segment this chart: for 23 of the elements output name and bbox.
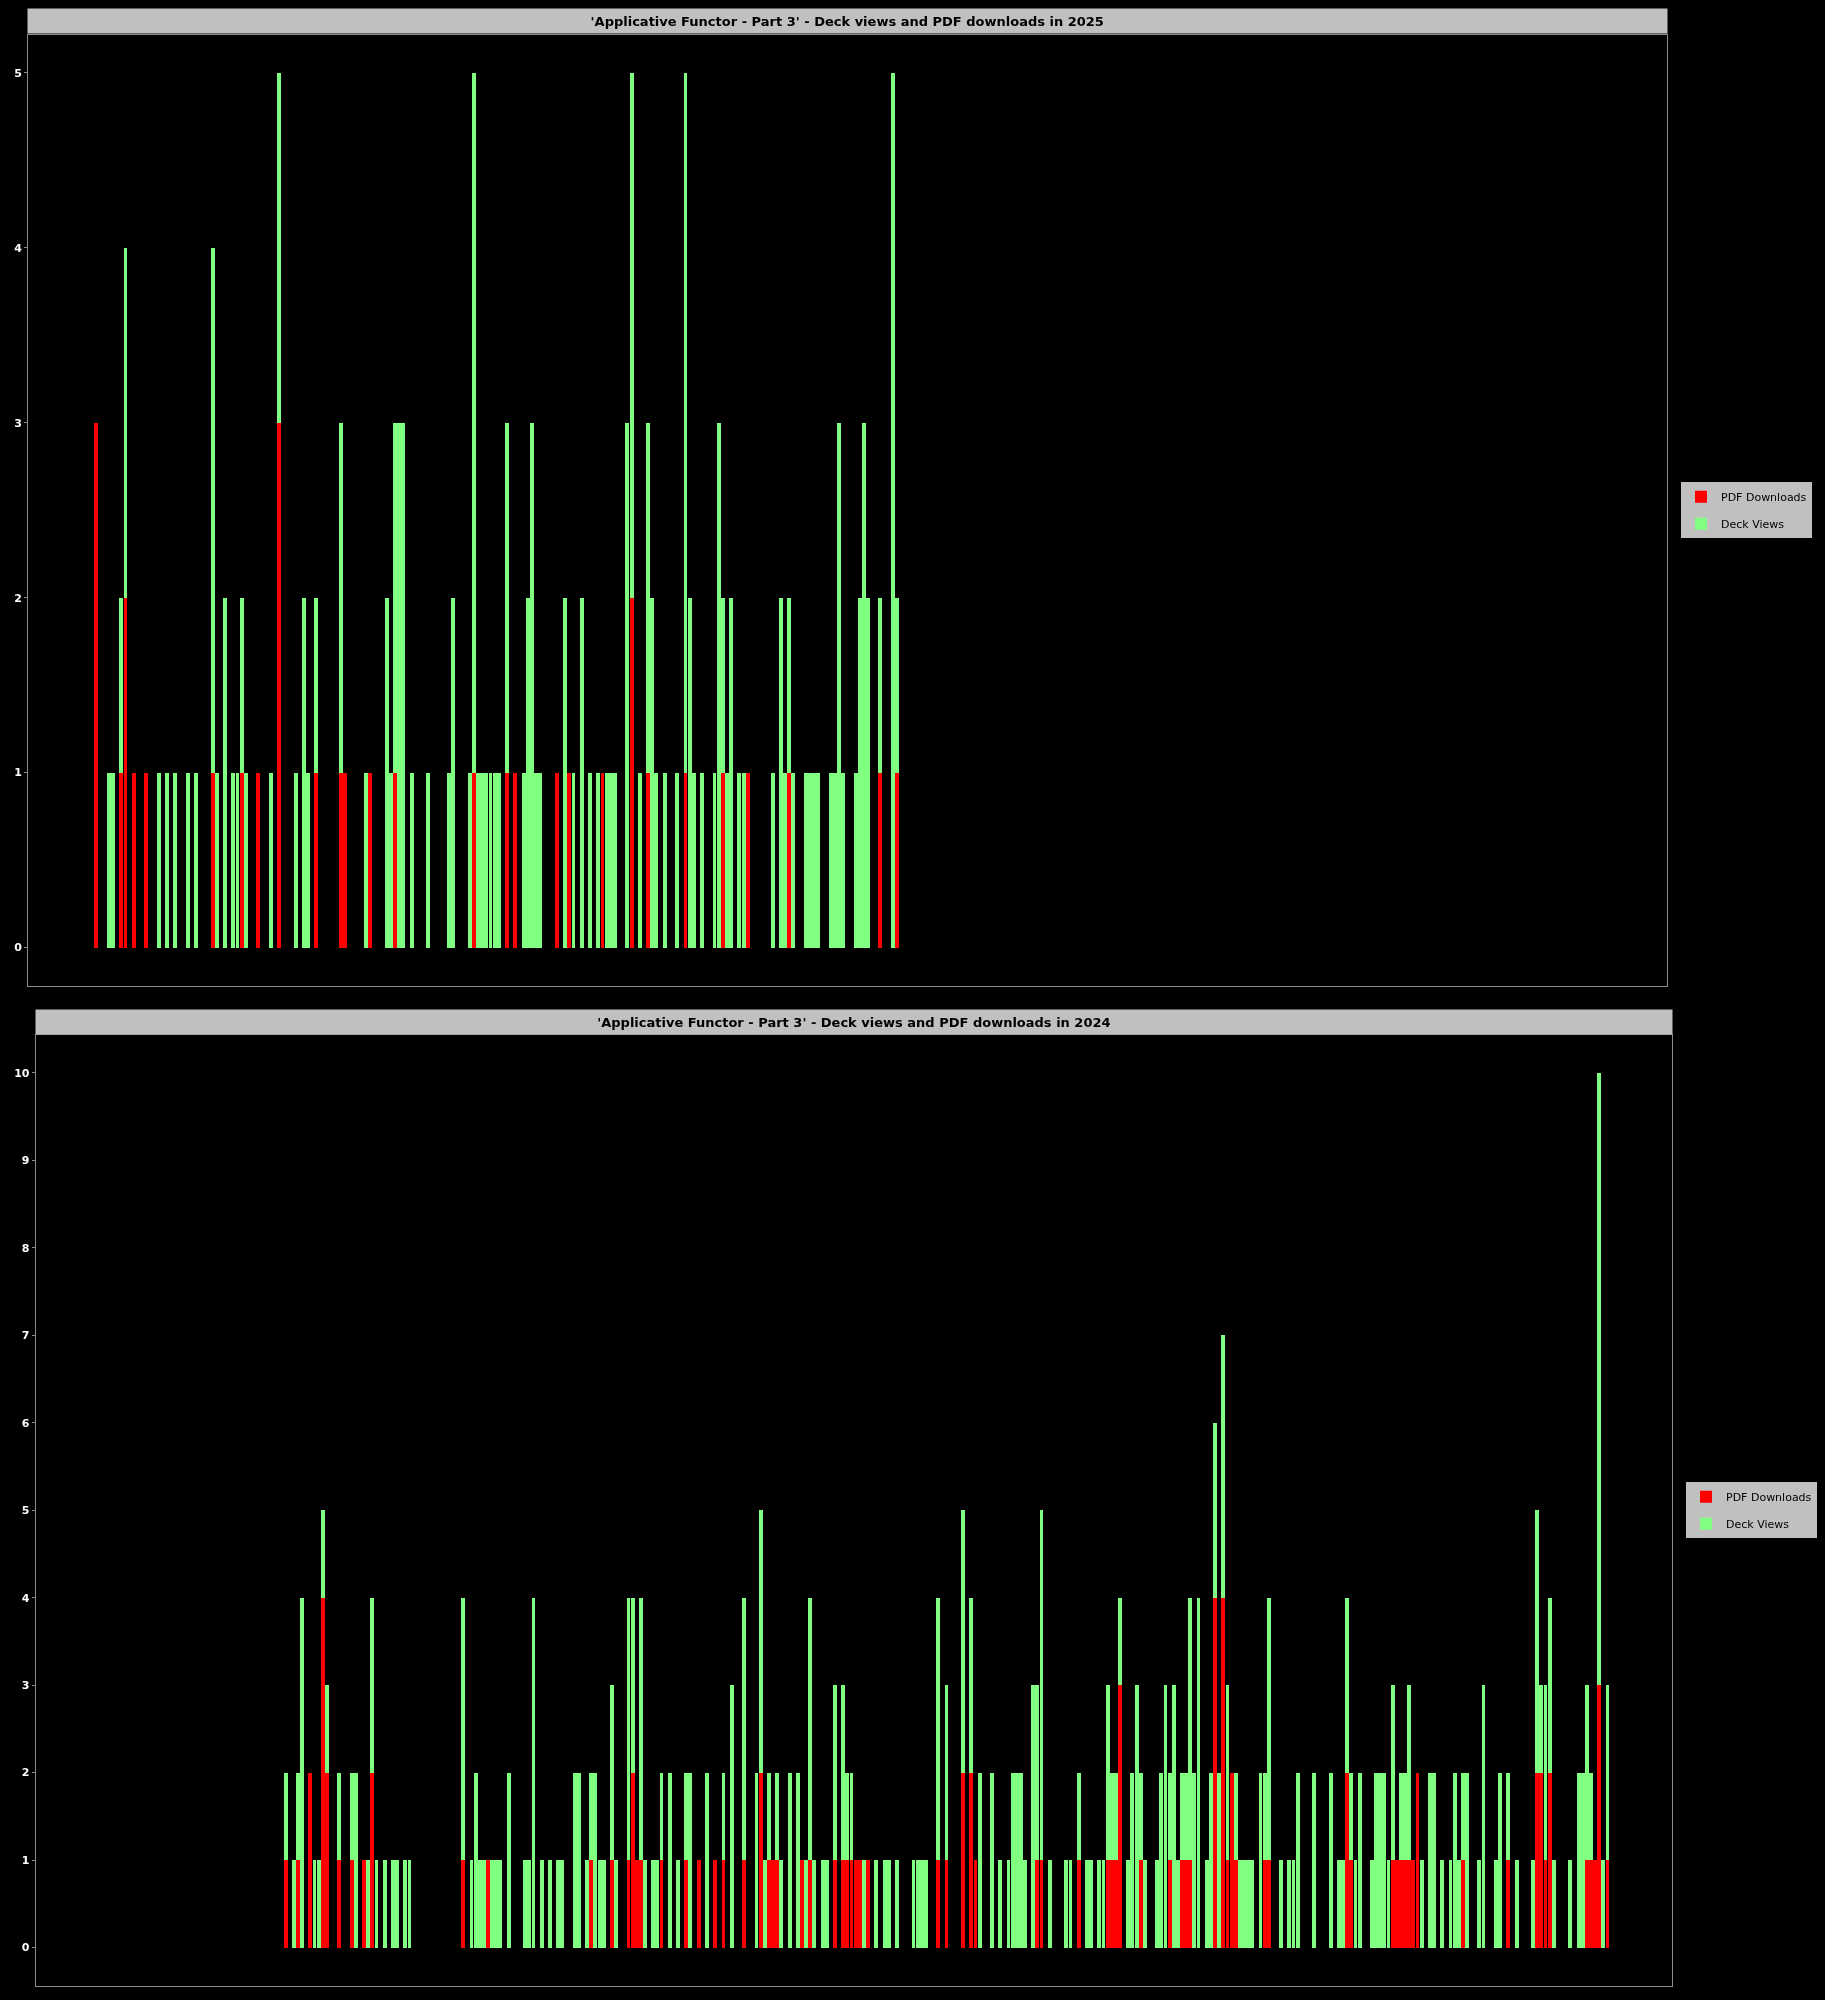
legend-label: Deck Views [1726,1518,1790,1532]
y-tick-label: 1 [14,766,22,780]
chart-title: 'Applicative Functor - Part 3' - Deck views and PDF downloads in 2024 [597,1014,1111,1030]
y-tick-label: 2 [21,1766,30,1780]
y-tick-label: 6 [21,1416,30,1430]
y-tick-label: 8 [21,1241,30,1255]
y-tick-label: 0 [21,1941,30,1955]
legend-label: PDF Downloads [1726,1491,1812,1505]
y-tick-label: 7 [21,1329,30,1343]
y-tick-label: 5 [21,1504,30,1518]
y-tick-label: 10 [14,1066,30,1080]
y-tick-label: 1 [21,1853,30,1867]
chart-title: 'Applicative Functor - Part 3' - Deck views and PDF downloads in 2025 [590,13,1104,29]
y-tick-label: 5 [14,66,22,80]
legend-label: PDF Downloads [1721,491,1807,505]
y-tick-label: 9 [21,1154,30,1168]
y-tick-label: 4 [21,1591,30,1605]
y-tick-label: 2 [14,591,22,605]
y-tick-label: 4 [14,241,23,255]
legend-label: Deck Views [1721,518,1785,532]
y-tick-label: 3 [21,1679,30,1693]
y-tick-label: 0 [14,941,23,955]
y-tick-label: 3 [14,416,22,430]
